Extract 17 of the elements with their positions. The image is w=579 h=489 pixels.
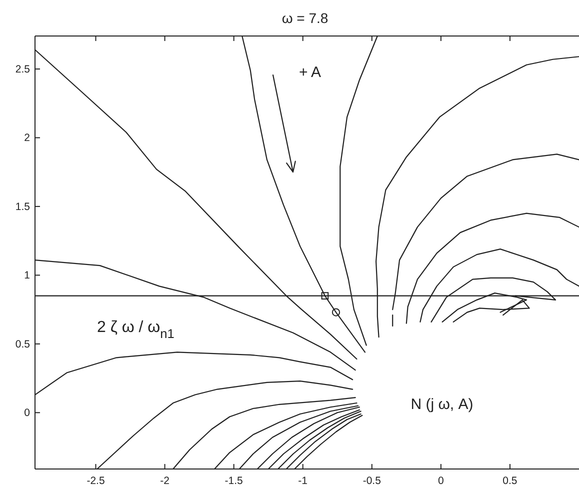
annotation: + A [298,64,322,81]
ref-line-label: 2 ζ ω / ω$_{n1}$ [97,318,174,341]
y-tick-label: 2.5 [15,63,30,76]
y-tick-label: 1 [24,270,30,282]
y-tick-label: 1.5 [15,200,30,213]
y-tick-label: 2 [24,132,30,144]
annotation: N (j ω, A) [410,396,474,413]
y-tick-label: 0 [24,407,30,420]
x-tick-label: -2 [160,475,170,487]
x-tick-label: 0.5 [502,475,518,487]
x-tick-label: -0.5 [362,475,382,487]
y-tick-label: 0.5 [15,338,30,350]
x-tick-label: -1.5 [224,475,244,487]
x-tick-label: 0 [438,475,444,487]
x-tick-label: -1 [298,475,308,487]
x-tick-label: -2.5 [86,475,105,487]
chart-title: ω = 7.8 [282,10,328,26]
